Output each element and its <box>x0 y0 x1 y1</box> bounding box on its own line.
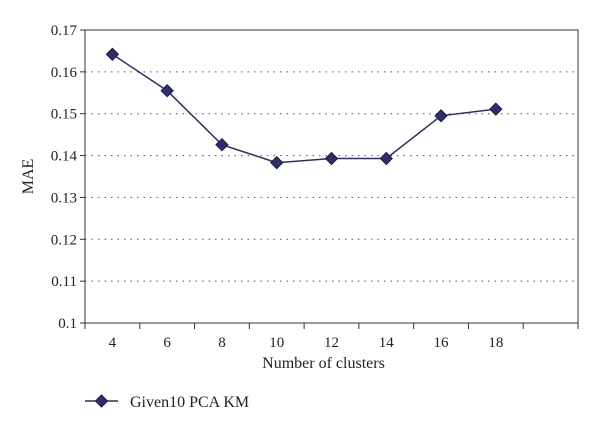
x-tick-label: 16 <box>434 335 450 351</box>
x-tick-label: 14 <box>379 335 395 351</box>
data-point-marker <box>489 102 503 116</box>
y-tick-label: 0.12 <box>51 232 77 248</box>
x-tick-label: 10 <box>269 335 284 351</box>
legend-marker <box>94 394 109 408</box>
x-tick-label: 6 <box>163 335 171 351</box>
y-axis-title: MAE <box>20 159 37 195</box>
y-tick-label: 0.1 <box>58 316 77 332</box>
series-line <box>111 53 496 164</box>
data-point-marker <box>270 155 284 170</box>
y-tick-label: 0.11 <box>51 274 77 290</box>
y-tick-label: 0.13 <box>51 190 77 206</box>
data-point-marker <box>379 151 393 166</box>
y-tick-label: 0.17 <box>51 23 78 39</box>
y-tick-label: 0.16 <box>51 65 78 81</box>
x-tick-label: 18 <box>488 335 503 351</box>
x-tick-label: 4 <box>109 335 117 351</box>
data-point-marker <box>105 47 120 61</box>
y-tick-label: 0.15 <box>51 107 77 123</box>
data-point-marker <box>160 83 174 98</box>
plot-area-border <box>84 29 579 324</box>
x-axis-title: Number of clusters <box>262 355 385 372</box>
y-tick-label: 0.14 <box>51 149 78 165</box>
x-tick-label: 12 <box>324 335 339 351</box>
data-point-marker <box>324 151 339 166</box>
data-point-marker <box>215 137 229 152</box>
legend-label: Given10 PCA KM <box>130 394 249 411</box>
data-point-marker <box>434 109 448 123</box>
x-tick-label: 8 <box>218 335 226 351</box>
